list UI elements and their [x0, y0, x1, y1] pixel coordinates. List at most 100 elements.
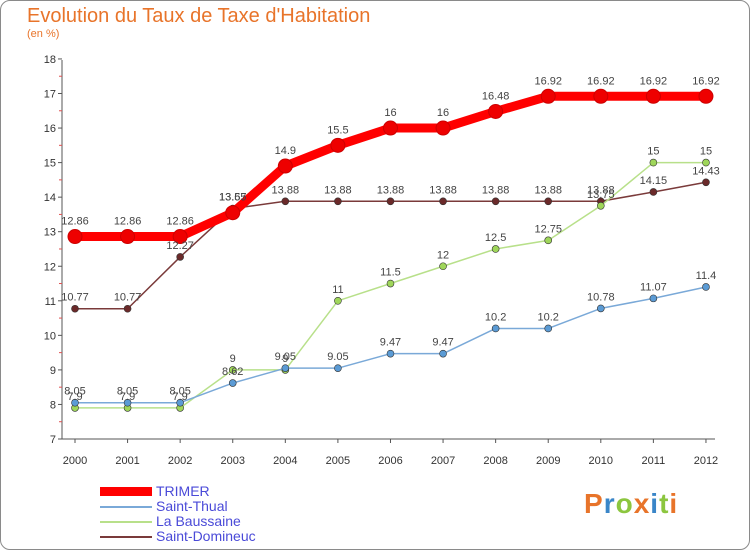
- data-point-la-baussaine: [334, 296, 342, 305]
- y-tick-label: 8: [50, 399, 56, 411]
- y-tick-label: 15: [44, 158, 56, 170]
- axes: 7 8 9 10 11 12 13 14 15 16 17 18 2000 2001 2002 2003 200…: [44, 54, 718, 467]
- data-label-la-baussaine: 12: [437, 249, 449, 261]
- data-label-la-baussaine: 9: [282, 353, 288, 365]
- data-label-trimer: 13.55: [219, 192, 247, 204]
- data-label-saint-domineuc: 10.77: [61, 292, 89, 304]
- data-point-saint-domineuc: [386, 197, 395, 206]
- logo-letter: i: [669, 488, 679, 519]
- data-point-trimer: [225, 205, 241, 221]
- line-chart: 7 8 9 10 11 12 13 14 15 16 17 18 2000 2001 2002 2003 200…: [44, 54, 720, 467]
- proxiti-logo: Proxiti: [584, 488, 678, 520]
- x-tick-label: 2001: [115, 455, 139, 467]
- data-point-saint-thual: [176, 398, 184, 407]
- data-point-trimer: [698, 88, 714, 104]
- data-label-la-baussaine: 15: [700, 146, 712, 158]
- series-la-baussaine: [71, 158, 710, 412]
- data-point-saint-thual: [228, 379, 237, 387]
- data-point-trimer: [593, 88, 609, 104]
- data-point-la-baussaine: [649, 158, 658, 167]
- data-point-saint-domineuc: [439, 197, 447, 206]
- data-point-la-baussaine: [544, 236, 553, 245]
- x-tick-label: 2012: [694, 455, 718, 467]
- data-point-saint-thual: [281, 364, 290, 372]
- legend-swatch: [100, 506, 152, 508]
- data-label-la-baussaine: 12.5: [485, 232, 506, 244]
- data-point-saint-domineuc: [702, 178, 710, 187]
- data-label-saint-domineuc: 13.88: [429, 184, 457, 196]
- data-point-trimer: [435, 120, 451, 136]
- data-point-trimer: [172, 229, 188, 245]
- data-point-saint-thual: [596, 304, 605, 313]
- legend-label: Saint-Domineuc: [156, 528, 256, 544]
- legend-item-saint-domineuc: Saint-Domineuc: [100, 528, 400, 544]
- x-tick-label: 2004: [273, 455, 297, 467]
- data-label-saint-thual: 11.07: [640, 281, 667, 293]
- data-label-saint-thual: 9.47: [380, 337, 401, 349]
- data-point-saint-thual: [544, 324, 553, 333]
- data-point-la-baussaine: [491, 245, 500, 253]
- data-label-saint-thual: 9.05: [275, 351, 296, 363]
- data-label-saint-thual: 9.47: [432, 337, 453, 349]
- legend-swatch: [100, 487, 152, 496]
- y-tick-label: 12: [44, 261, 56, 273]
- data-label-la-baussaine: 7.9: [173, 391, 188, 403]
- logo-letter: P: [584, 488, 604, 519]
- data-point-trimer: [645, 88, 661, 104]
- logo-letter: o: [615, 488, 634, 519]
- data-point-trimer: [120, 229, 136, 245]
- y-tick-label: 10: [44, 330, 56, 342]
- y-tick-label: 11: [45, 296, 56, 308]
- data-label-saint-thual: 11.4: [696, 270, 717, 282]
- data-point-saint-thual: [71, 398, 79, 407]
- data-label-saint-domineuc: 13.88: [482, 184, 510, 196]
- data-label-saint-domineuc: 12.27: [166, 240, 194, 252]
- data-label-trimer: 15.5: [327, 124, 348, 136]
- y-tick-label: 17: [44, 89, 56, 101]
- data-point-la-baussaine: [228, 366, 237, 374]
- y-tick-label: 16: [44, 123, 56, 135]
- logo-letter: t: [659, 488, 670, 519]
- data-point-trimer: [488, 103, 504, 119]
- data-label-trimer: 16.48: [482, 90, 510, 102]
- series-layer: [67, 88, 714, 412]
- data-label-saint-thual: 8.05: [169, 386, 190, 398]
- data-label-trimer: 16.92: [692, 75, 720, 87]
- data-label-la-baussaine: 7.9: [67, 391, 82, 403]
- legend-label: La Baussaine: [156, 513, 241, 529]
- x-tick-label: 2011: [642, 455, 666, 467]
- data-label-la-baussaine: 7.9: [120, 391, 135, 403]
- data-point-saint-domineuc: [281, 197, 290, 206]
- series-trimer: [67, 88, 714, 245]
- data-point-saint-domineuc: [176, 253, 184, 261]
- y-tick-label: 7: [50, 434, 56, 446]
- series-saint-domineuc: [71, 178, 710, 313]
- data-point-trimer: [330, 137, 346, 153]
- data-label-saint-thual: 10.78: [587, 291, 615, 303]
- data-label-saint-domineuc: 13.88: [377, 184, 405, 196]
- legend-item-la-baussaine: La Baussaine: [100, 513, 400, 529]
- data-point-la-baussaine: [702, 158, 710, 167]
- legend-item-saint-thual: Saint-Thual: [100, 498, 400, 514]
- data-label-la-baussaine: 9: [230, 353, 236, 365]
- data-point-trimer: [540, 88, 556, 104]
- data-label-saint-thual: 9.05: [327, 351, 348, 363]
- data-point-saint-thual: [702, 283, 710, 291]
- logo-letter: r: [603, 488, 616, 519]
- data-label-saint-domineuc: 14.15: [640, 175, 668, 187]
- x-tick-label: 2007: [431, 455, 455, 467]
- data-point-saint-domineuc: [71, 304, 79, 313]
- data-label-trimer: 12.86: [166, 216, 194, 228]
- chart-title: Evolution du Taux de Taxe d'Habitation: [27, 5, 371, 27]
- data-label-saint-thual: 8.62: [222, 366, 243, 378]
- legend-swatch: [100, 536, 152, 538]
- data-point-trimer: [277, 158, 293, 174]
- legend-label: TRIMER: [156, 483, 210, 499]
- legend-swatch: [100, 521, 152, 523]
- data-label-la-baussaine: 11.5: [380, 267, 401, 279]
- data-label-la-baussaine: 11: [332, 284, 343, 296]
- y-tick-label: 13: [44, 227, 56, 239]
- data-label-saint-thual: 8.05: [117, 386, 138, 398]
- x-tick-label: 2002: [168, 455, 192, 467]
